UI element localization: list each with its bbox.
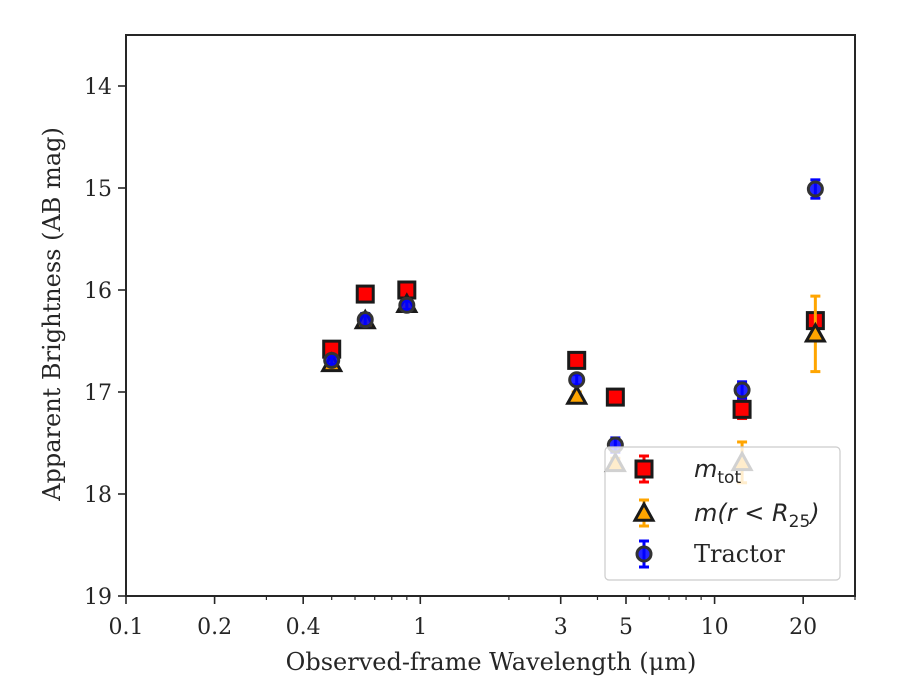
legend-label: Tractor — [694, 540, 785, 568]
legend-label: mtot — [694, 455, 741, 488]
tractor-point — [356, 311, 374, 329]
y-tick-label: 15 — [84, 177, 112, 202]
x-tick-label: 20 — [789, 615, 817, 640]
legend-box — [604, 446, 841, 581]
legend-marker — [632, 500, 656, 522]
legend-marker — [635, 545, 653, 563]
x-tick-label: 0.1 — [109, 615, 144, 640]
mr25-point — [565, 383, 589, 405]
legend-label: m(r < R25) — [694, 499, 820, 532]
y-axis-label: Apparent Brightness (AB mag) — [38, 127, 66, 502]
mtot-point — [355, 284, 375, 304]
y-tick-label: 14 — [84, 75, 112, 100]
x-tick-label: 0.4 — [286, 615, 321, 640]
legend-marker — [634, 459, 654, 479]
tractor-point — [733, 381, 751, 399]
legend-item-mtot: mtot — [634, 454, 741, 488]
tractor-point — [568, 371, 586, 389]
y-tick-label: 18 — [84, 483, 112, 508]
x-axis-label: Observed-frame Wavelength (μm) — [286, 648, 697, 676]
x-tick-label: 5 — [619, 615, 633, 640]
mtot-point — [732, 399, 752, 419]
x-tick-label: 3 — [554, 615, 568, 640]
x-tick-label: 0.2 — [197, 615, 232, 640]
plot-frame — [125, 34, 856, 597]
y-tick-label: 16 — [84, 279, 112, 304]
tractor-point — [323, 351, 341, 369]
mr25-point — [803, 321, 827, 343]
mtot-point — [567, 350, 587, 370]
data-marks — [320, 178, 827, 485]
x-tick-label: 10 — [701, 615, 729, 640]
y-tick-label: 17 — [84, 381, 112, 406]
tractor-point — [806, 180, 824, 198]
legend: mtot m(r < R25) Tractor — [604, 446, 841, 581]
series-mtot — [322, 280, 825, 421]
y-tick-label: 19 — [84, 585, 112, 610]
legend-item-mr25: m(r < R25) — [632, 498, 820, 532]
mtot-point — [605, 387, 625, 407]
tractor-point — [398, 296, 416, 314]
y-axis-ticks: 14 15 16 17 18 19 — [84, 75, 126, 610]
x-tick-label: 1 — [413, 615, 427, 640]
x-axis-ticks: 0.1 0.2 0.4 1 3 5 10 20 — [109, 596, 856, 640]
legend-item-tractor: Tractor — [635, 539, 785, 569]
